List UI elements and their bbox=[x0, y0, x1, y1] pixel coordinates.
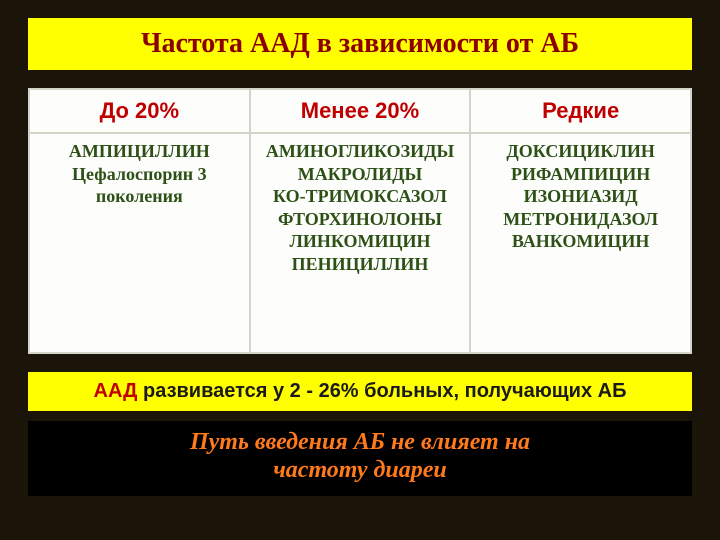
drug-line: МАКРОЛИДЫ bbox=[255, 163, 466, 186]
drug-line: АМПИЦИЛЛИН bbox=[34, 140, 245, 163]
footnote-box: ААД развивается у 2 - 26% больных, получ… bbox=[28, 372, 692, 411]
drug-line: ФТОРХИНОЛОНЫ bbox=[255, 208, 466, 231]
note-line-1: Путь введения АБ не влияет на bbox=[190, 429, 530, 455]
table-row: АМПИЦИЛЛИН Цефалоспорин 3 поколения АМИН… bbox=[29, 133, 691, 353]
col-header-1: До 20% bbox=[29, 89, 250, 133]
col-header-2: Менее 20% bbox=[250, 89, 471, 133]
drug-line: ВАНКОМИЦИН bbox=[475, 230, 686, 253]
drug-line: Цефалоспорин 3 bbox=[34, 163, 245, 186]
slide-title-box: Частота ААД в зависимости от АБ bbox=[28, 18, 692, 70]
slide-title: Частота ААД в зависимости от АБ bbox=[141, 28, 579, 59]
footnote-accent: ААД bbox=[94, 380, 138, 402]
footnote-rest: развивается у 2 - 26% больных, получающи… bbox=[137, 380, 626, 402]
note-box: Путь введения АБ не влияет на частоту ди… bbox=[28, 421, 692, 496]
frequency-table-wrap: До 20% Менее 20% Редкие АМПИЦИЛЛИН Цефал… bbox=[28, 88, 692, 354]
drug-line: МЕТРОНИДАЗОЛ bbox=[475, 208, 686, 231]
drug-line: поколения bbox=[34, 185, 245, 208]
cell-col1: АМПИЦИЛЛИН Цефалоспорин 3 поколения bbox=[29, 133, 250, 353]
cell-col3: ДОКСИЦИКЛИН РИФАМПИЦИН ИЗОНИАЗИД МЕТРОНИ… bbox=[470, 133, 691, 353]
drug-line: ДОКСИЦИКЛИН bbox=[475, 140, 686, 163]
drug-line: РИФАМПИЦИН bbox=[475, 163, 686, 186]
table-header-row: До 20% Менее 20% Редкие bbox=[29, 89, 691, 133]
footnote-text: ААД развивается у 2 - 26% больных, получ… bbox=[94, 380, 627, 402]
col-header-3: Редкие bbox=[470, 89, 691, 133]
drug-line: АМИНОГЛИКОЗИДЫ bbox=[255, 140, 466, 163]
drug-line: ИЗОНИАЗИД bbox=[475, 185, 686, 208]
drug-line: КО-ТРИМОКСАЗОЛ bbox=[255, 185, 466, 208]
frequency-table: До 20% Менее 20% Редкие АМПИЦИЛЛИН Цефал… bbox=[28, 88, 692, 354]
note-text: Путь введения АБ не влияет на частоту ди… bbox=[190, 429, 530, 483]
cell-col2: АМИНОГЛИКОЗИДЫ МАКРОЛИДЫ КО-ТРИМОКСАЗОЛ … bbox=[250, 133, 471, 353]
drug-line: ЛИНКОМИЦИН bbox=[255, 230, 466, 253]
note-line-2: частоту диареи bbox=[273, 457, 447, 483]
drug-line: ПЕНИЦИЛЛИН bbox=[255, 253, 466, 276]
